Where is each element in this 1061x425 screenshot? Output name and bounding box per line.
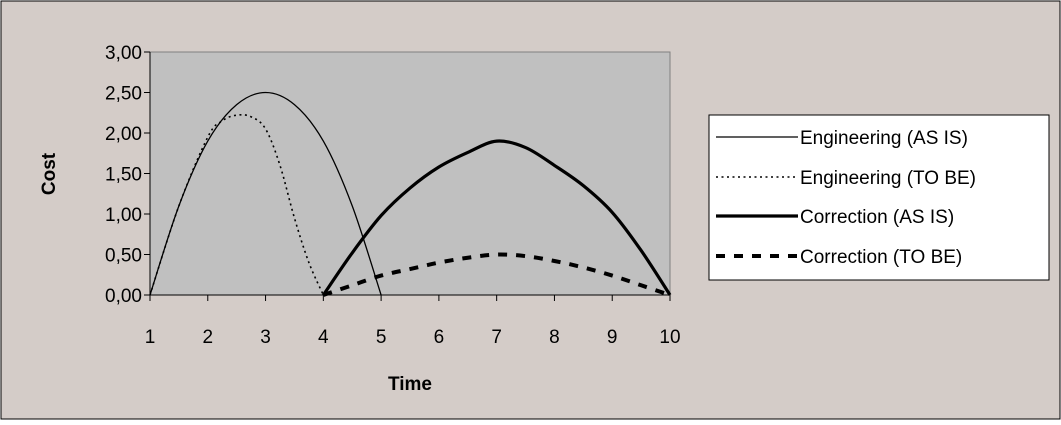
y-tick-label: 1,50 [105, 165, 142, 186]
y-tick-label: 2,00 [105, 124, 142, 145]
x-tick-label: 2 [202, 327, 213, 348]
plot-area [149, 51, 671, 296]
x-tick-label: 3 [260, 327, 271, 348]
y-tick-label: 2,50 [105, 84, 142, 105]
x-tick-label: 1 [145, 327, 156, 348]
x-tick-label: 4 [318, 327, 329, 348]
y-tick-label: 0,50 [105, 246, 142, 267]
x-axis: 1 2 3 4 5 6 7 8 9 10 [145, 294, 681, 348]
legend-label-correction-to-be: Correction (TO BE) [800, 247, 962, 268]
y-tick-label: 1,00 [105, 205, 142, 226]
legend-label-engineering-as-is: Engineering (AS IS) [800, 128, 968, 149]
x-tick-label: 7 [491, 327, 502, 348]
y-tick-label: 3,00 [105, 43, 142, 64]
series-line-correction-as-is [322, 139, 672, 296]
x-tick-label: 8 [549, 327, 560, 348]
legend: Engineering (AS IS) Engineering (TO BE) Co… [708, 114, 1050, 281]
y-axis-title: Cost [39, 152, 60, 195]
y-tick-label: 0,00 [105, 286, 142, 307]
y-axis: 0,00 0,50 1,00 1,50 2,00 2,50 3,00 [105, 43, 151, 307]
x-tick-label: 10 [659, 327, 680, 348]
series-line-correction-to-be [322, 252, 671, 297]
legend-box [708, 114, 1050, 281]
series-layer [149, 91, 672, 297]
x-tick-label: 6 [434, 327, 445, 348]
x-axis-title: Time [388, 374, 432, 395]
legend-label-correction-as-is: Correction (AS IS) [800, 207, 954, 228]
x-tick-label: 5 [376, 327, 387, 348]
x-tick-label: 9 [607, 327, 618, 348]
legend-label-engineering-to-be: Engineering (TO BE) [800, 168, 976, 189]
series-line-engineering-to-be [149, 113, 325, 296]
